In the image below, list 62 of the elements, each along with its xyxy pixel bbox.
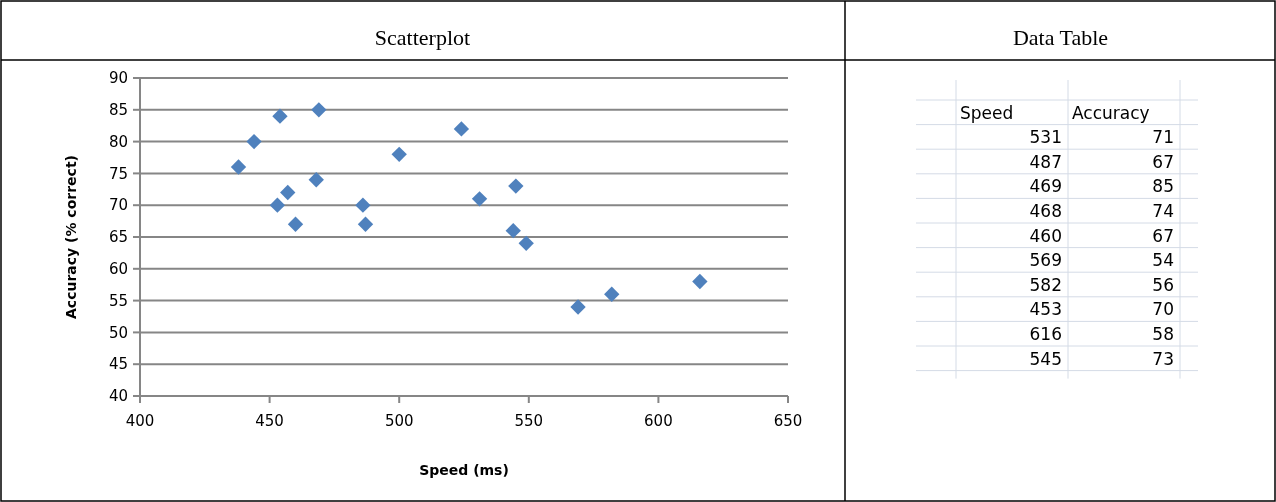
text: 545 bbox=[1029, 348, 1062, 369]
point bbox=[453, 121, 470, 137]
point bbox=[604, 286, 620, 302]
category-label: Speed bbox=[960, 102, 1014, 123]
text: 70 bbox=[1152, 299, 1174, 320]
text: 58 bbox=[1152, 324, 1174, 344]
x-tick-label: 500 bbox=[384, 412, 414, 430]
point bbox=[280, 184, 296, 201]
y-tick-label: 80 bbox=[108, 132, 128, 151]
text: 73 bbox=[1152, 348, 1174, 369]
point bbox=[246, 133, 262, 150]
text: 67 bbox=[1152, 151, 1174, 172]
text: 468 bbox=[1029, 201, 1062, 221]
category-label: Accuracy bbox=[1072, 102, 1150, 123]
text: 460 bbox=[1029, 225, 1062, 246]
x-axis-title: Speed (ms) bbox=[419, 462, 509, 478]
point bbox=[355, 197, 371, 213]
chart-title: Scatterplot bbox=[374, 25, 471, 50]
text: 74 bbox=[1152, 201, 1174, 221]
y-tick-label: 45 bbox=[108, 355, 128, 374]
point bbox=[311, 102, 327, 118]
text: 453 bbox=[1029, 299, 1062, 320]
point bbox=[570, 299, 586, 315]
point bbox=[230, 159, 247, 175]
point bbox=[391, 146, 407, 162]
text: 71 bbox=[1152, 127, 1174, 148]
text: 85 bbox=[1152, 176, 1174, 197]
point bbox=[692, 273, 708, 290]
text: 531 bbox=[1029, 127, 1062, 148]
point bbox=[357, 216, 374, 232]
y-tick-label: 90 bbox=[108, 69, 128, 88]
point bbox=[471, 191, 488, 207]
y-tick-label: 55 bbox=[108, 291, 128, 310]
y-tick-label: 60 bbox=[108, 260, 128, 279]
text: 616 bbox=[1029, 324, 1062, 344]
point bbox=[269, 197, 286, 213]
y-tick-label: 75 bbox=[108, 164, 128, 183]
point bbox=[508, 178, 524, 194]
x-tick-label: 650 bbox=[773, 412, 803, 430]
text: 487 bbox=[1029, 151, 1062, 172]
y-axis-title: Accuracy (% correct) bbox=[63, 155, 79, 319]
text: 67 bbox=[1152, 225, 1174, 246]
text: 56 bbox=[1152, 274, 1174, 295]
text: Data Table bbox=[1012, 25, 1109, 50]
x-tick-label: 550 bbox=[514, 412, 544, 430]
x-tick-label: 600 bbox=[644, 412, 673, 430]
x-tick-label: 450 bbox=[255, 412, 284, 430]
text: 582 bbox=[1029, 274, 1062, 295]
y-tick-label: 70 bbox=[108, 196, 128, 215]
point bbox=[287, 216, 304, 232]
text: 54 bbox=[1152, 250, 1174, 271]
point bbox=[518, 235, 534, 252]
y-tick-label: 50 bbox=[108, 323, 128, 342]
y-tick-label: 85 bbox=[108, 101, 128, 120]
point bbox=[505, 222, 521, 239]
y-tick-label: 40 bbox=[108, 387, 128, 406]
point bbox=[272, 108, 288, 124]
text: 469 bbox=[1029, 176, 1062, 197]
point bbox=[308, 172, 324, 188]
text: 569 bbox=[1029, 250, 1062, 271]
y-tick-label: 65 bbox=[108, 228, 128, 247]
x-tick-label: 400 bbox=[125, 412, 155, 430]
